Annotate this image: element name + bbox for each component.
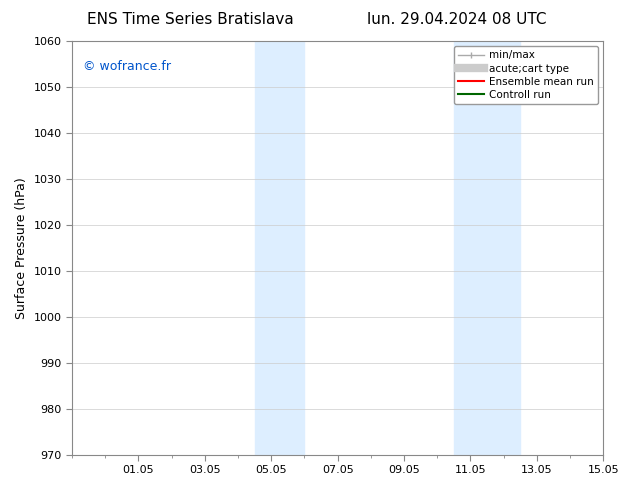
Bar [255,41,304,455]
Y-axis label: Surface Pressure (hPa): Surface Pressure (hPa) [15,177,28,318]
Text: ENS Time Series Bratislava: ENS Time Series Bratislava [87,12,294,27]
Legend: min/max, acute;cart type, Ensemble mean run, Controll run: min/max, acute;cart type, Ensemble mean … [454,46,598,104]
Text: lun. 29.04.2024 08 UTC: lun. 29.04.2024 08 UTC [366,12,547,27]
Bar [454,41,521,455]
Text: © wofrance.fr: © wofrance.fr [82,60,171,73]
